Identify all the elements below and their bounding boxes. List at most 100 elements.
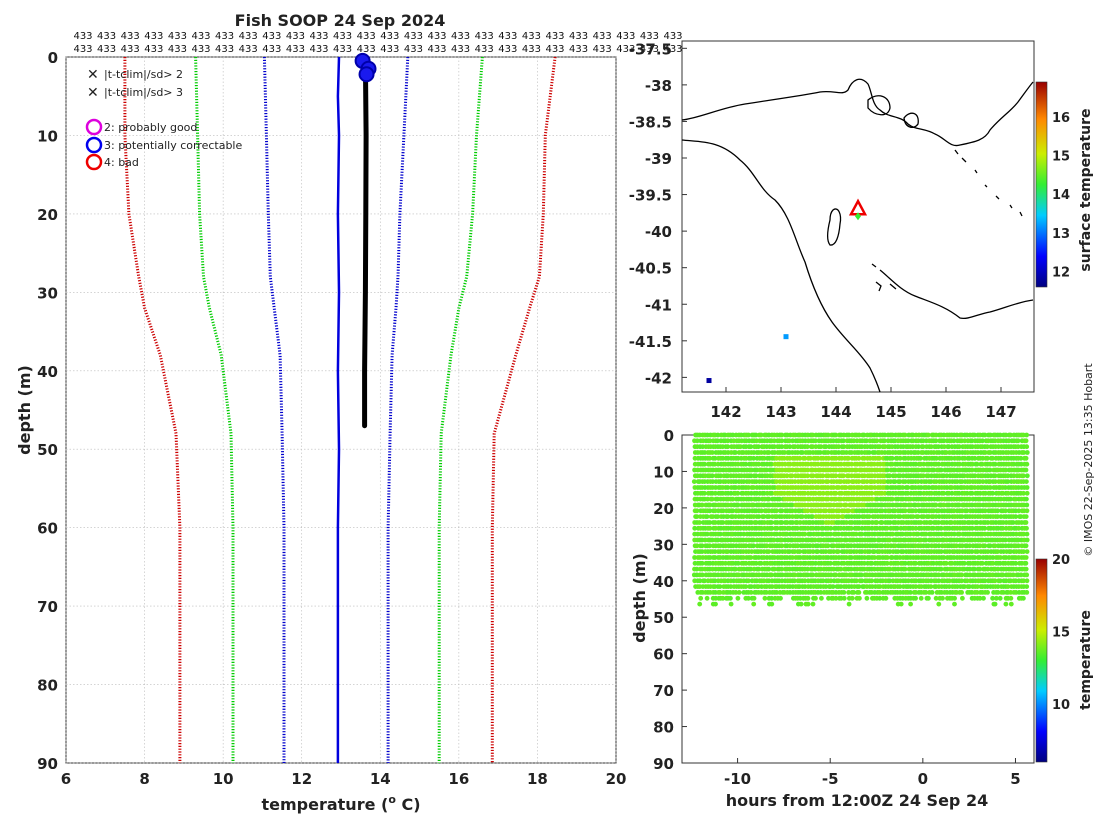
temperature-point	[918, 485, 924, 490]
temperature-point	[797, 520, 803, 525]
temperature-point	[889, 555, 895, 560]
temperature-point	[825, 543, 831, 549]
temperature-point	[753, 473, 759, 479]
temperature-point	[887, 566, 893, 572]
temperature-point	[970, 461, 975, 467]
temperature-point	[928, 520, 934, 525]
temperature-point	[843, 572, 849, 578]
temperature-point	[1010, 520, 1016, 525]
temperature-point	[735, 467, 741, 473]
figure-title: Fish SOOP 24 Sep 2024	[235, 11, 446, 30]
count-label: 433	[640, 44, 659, 55]
ts-y-tick-label: 30	[653, 536, 674, 554]
temperature-point	[771, 537, 777, 543]
temperature-point	[805, 601, 811, 607]
temperature-point	[718, 531, 723, 537]
temperature-point	[704, 514, 710, 519]
count-label: 433	[262, 44, 281, 55]
temperature-point	[987, 450, 993, 455]
temperature-point	[769, 601, 775, 607]
temperature-point	[766, 479, 772, 484]
profile-gridlines	[65, 56, 617, 764]
temperature-point	[843, 555, 849, 560]
temperature-point	[778, 595, 783, 601]
temperature-point	[1002, 485, 1008, 490]
temperature-point	[1024, 496, 1029, 502]
temperature-point	[774, 590, 779, 595]
temperature-point	[994, 595, 999, 601]
y-tick-label: 60	[37, 520, 58, 538]
temperature-point	[987, 485, 993, 490]
temperature-point	[949, 485, 954, 490]
temperature-point	[853, 531, 859, 537]
temperature-point	[828, 572, 834, 578]
count-label: 433	[593, 44, 612, 55]
temperature-point	[698, 595, 704, 601]
temperature-point	[905, 438, 911, 444]
legend-red-circle-icon	[85, 153, 103, 171]
temperature-point	[766, 450, 772, 455]
temperature-point	[825, 432, 831, 438]
temperature-point	[769, 461, 774, 467]
count-label: 433	[427, 31, 446, 42]
temperature-point	[867, 549, 872, 554]
temperature-point	[913, 508, 919, 514]
temperature-point	[977, 566, 983, 572]
temperature-point	[699, 543, 705, 549]
temperature-point	[956, 502, 962, 508]
temperature-point	[846, 508, 851, 514]
temperature-point	[702, 450, 708, 455]
temperature-point	[704, 595, 710, 601]
temperature-point	[849, 461, 854, 467]
temperature-point	[961, 537, 967, 543]
temperature-point	[892, 479, 898, 484]
temperature-point	[1008, 601, 1014, 607]
count-label: 433	[498, 44, 517, 55]
temperature-point	[712, 578, 718, 584]
timeseries-x-tick-labels: -10 -5 0 5	[724, 758, 1021, 788]
temperature-point	[887, 520, 893, 525]
temperature-point	[940, 595, 945, 601]
temperature-point	[916, 502, 921, 508]
temperature-point	[838, 502, 844, 508]
temperature-point	[846, 479, 851, 484]
temperature-point	[789, 502, 795, 508]
temperature-point	[1013, 560, 1019, 566]
temperature-point	[812, 537, 818, 543]
temperature-point	[702, 461, 707, 467]
temperature-point	[883, 595, 889, 601]
temperature-point	[699, 502, 705, 508]
ts-y-tick-label: 0	[664, 427, 674, 445]
temperature-point	[957, 531, 962, 537]
temperature-point	[769, 490, 775, 496]
temperature-point	[990, 490, 996, 496]
x-tick-label: 12	[291, 770, 312, 788]
temperature-point	[761, 455, 767, 461]
temperature-point	[833, 467, 839, 473]
temperature-point	[890, 572, 895, 578]
map-x-tick-label: 145	[875, 403, 906, 421]
temperature-point	[866, 514, 872, 519]
port-phillip-bay	[867, 95, 891, 116]
temperature-point	[992, 543, 998, 549]
profile-x-tick-labels: 6 8 10 12 14 16 18 20	[61, 770, 627, 788]
temperature-point	[820, 578, 826, 584]
temperature-point	[1013, 514, 1019, 519]
temperature-point	[967, 496, 972, 502]
temperature-point	[1021, 578, 1026, 584]
ts-y-tick-label: 50	[653, 609, 674, 627]
temperature-point	[967, 584, 972, 589]
temperature-point	[1003, 467, 1009, 473]
temperature-point	[766, 514, 772, 519]
ts-y-tick-label: 70	[653, 682, 674, 700]
temperature-point	[1024, 444, 1030, 450]
temperature-point	[810, 432, 815, 438]
temperature-point	[813, 490, 818, 496]
temperature-point	[779, 444, 785, 450]
temperature-point	[751, 537, 756, 543]
temperature-point	[741, 514, 746, 519]
temperature-point	[790, 555, 795, 560]
temperature-point	[1018, 572, 1024, 578]
temperature-point	[707, 525, 713, 531]
temperature-point	[972, 485, 978, 490]
